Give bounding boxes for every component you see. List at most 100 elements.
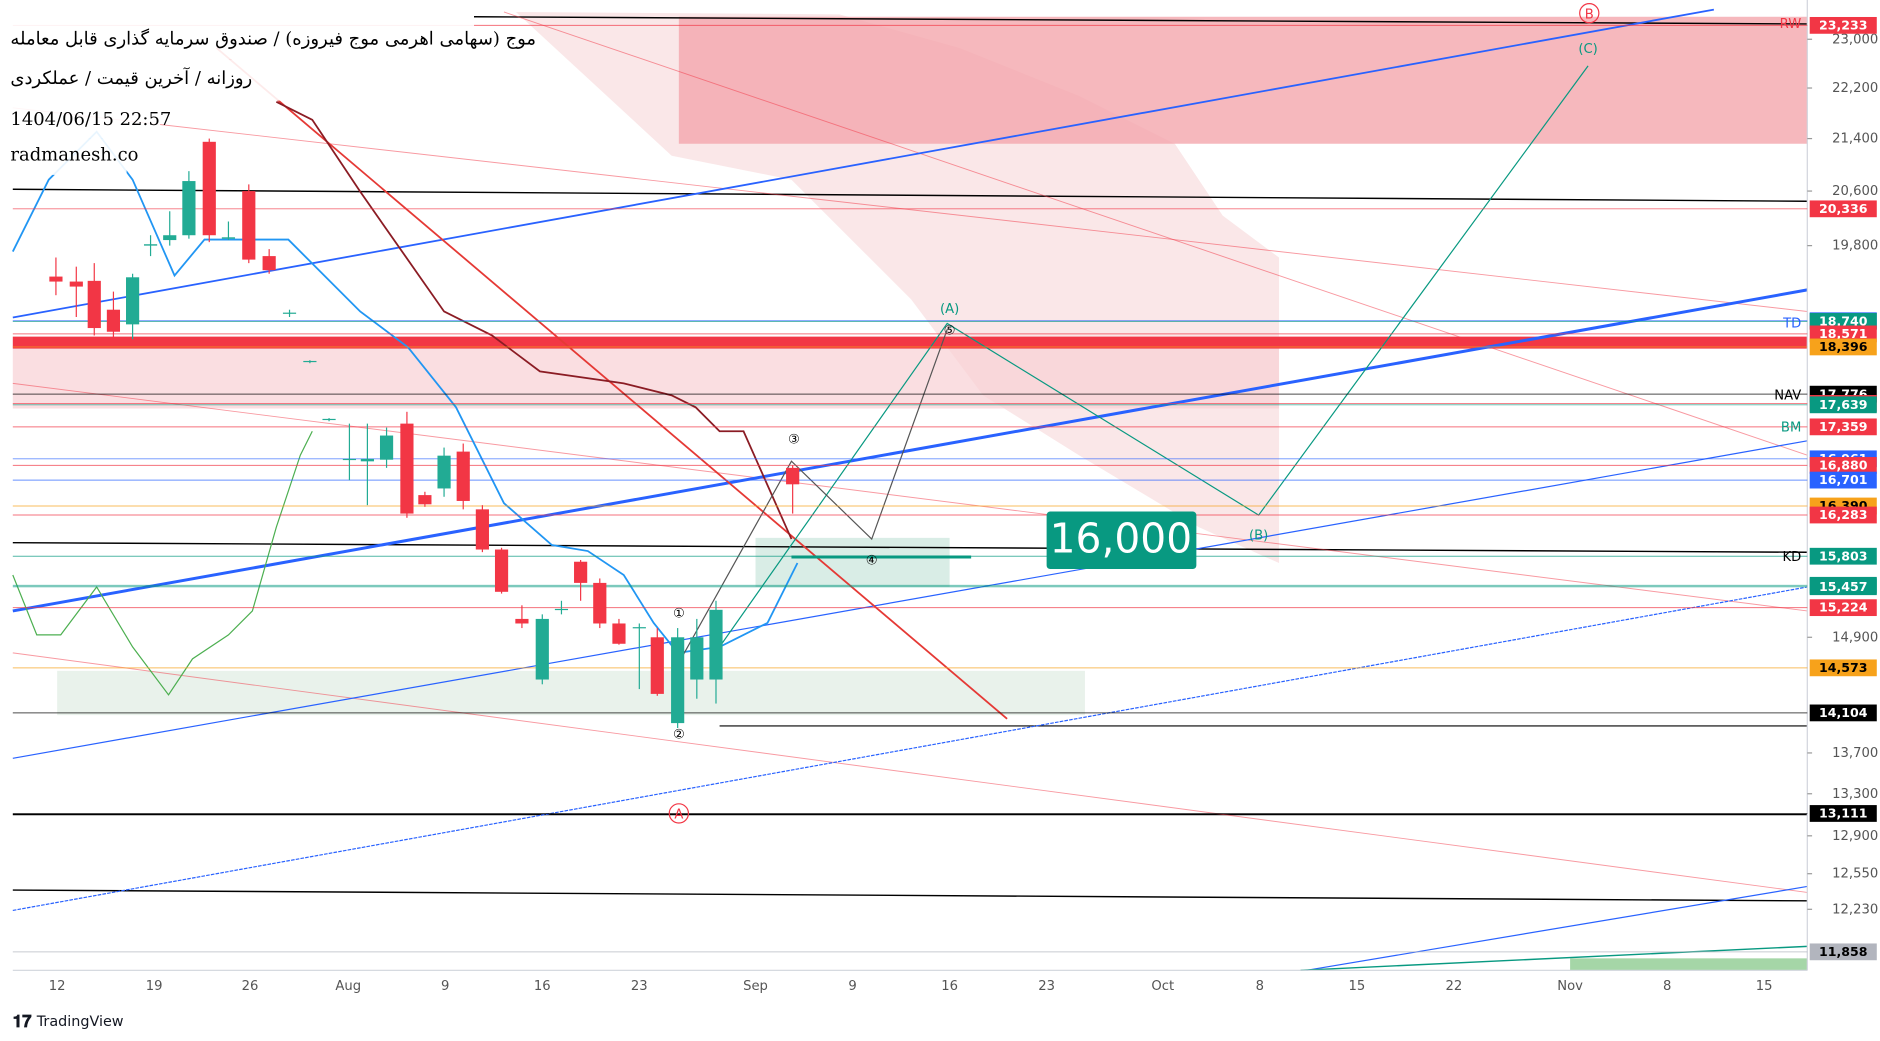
price-label-box: [1809, 457, 1877, 474]
header: موج (سهامی اهرمی موج فیروزه) / صندوق سرم…: [6, 19, 536, 175]
price-label: 20,336: [1819, 201, 1868, 216]
wave-label: ③: [788, 433, 800, 448]
trend-line: [12, 288, 1808, 613]
x-tick-label: 26: [242, 979, 259, 994]
title: موج (سهامی اهرمی موج فیروزه) / صندوق سرم…: [10, 28, 536, 50]
candle-body: [612, 623, 626, 644]
candle-body: [671, 637, 685, 724]
candle-body: [418, 495, 432, 505]
price-label: 15,224: [1819, 600, 1868, 615]
level-tag: KD: [1783, 550, 1802, 565]
candle-body: [143, 244, 158, 246]
price-label-box: [1809, 578, 1877, 596]
candle-body: [282, 312, 297, 314]
x-tick-label: Oct: [1151, 979, 1174, 994]
y-tick-label: 22,200: [1832, 81, 1878, 96]
price-label-box: [1809, 704, 1877, 722]
drawings: [11, 0, 1808, 972]
subtitle: روزانه / آخرین قیمت / عملکردی: [10, 67, 252, 89]
trend-line: [12, 382, 1808, 612]
candle-body: [709, 609, 723, 680]
x-tick-label: 23: [1038, 979, 1055, 994]
header-bg: [6, 138, 127, 175]
price-label: 16,701: [1819, 472, 1867, 487]
candle-body: [221, 237, 236, 239]
x-tick-label: 9: [848, 979, 856, 994]
price-label: 18,396: [1819, 339, 1868, 354]
wave-label: A: [674, 808, 683, 823]
price-label: 11,858: [1819, 944, 1867, 959]
candle-body: [163, 235, 177, 241]
candle-body: [126, 277, 140, 325]
wave-label: (A): [940, 302, 959, 317]
zone: [755, 537, 950, 587]
y-tick-label: 12,230: [1832, 902, 1878, 917]
x-tick-label: Nov: [1557, 979, 1583, 994]
candle-body: [574, 561, 588, 583]
trend-line: [12, 188, 1808, 202]
wave-label: ①: [673, 606, 685, 621]
candle-body: [494, 549, 509, 592]
candle-body: [475, 509, 489, 550]
price-label-box: [1809, 16, 1877, 34]
x-tick-label: 8: [1663, 979, 1671, 994]
y-tick-label: 21,400: [1832, 132, 1878, 147]
zone: [12, 348, 1280, 409]
price-label-box: [1809, 325, 1877, 343]
x-tick-label: 22: [1446, 979, 1463, 994]
price-label: 14,104: [1819, 705, 1868, 720]
x-tick-label: 8: [1256, 979, 1264, 994]
trend-line: [12, 652, 1808, 893]
cloud: [515, 11, 1280, 564]
x-tick-label: 12: [49, 979, 66, 994]
trend-line: [12, 8, 1715, 319]
x-tick-label: 15: [1349, 979, 1366, 994]
y-tick-label: 12,900: [1832, 829, 1878, 844]
wave-label: ④: [866, 554, 878, 569]
zone: [12, 336, 1808, 349]
y-tick-label: 13,300: [1832, 787, 1878, 802]
header-bg: [6, 100, 161, 139]
trend-line: [1300, 945, 1808, 972]
candle-body: [400, 423, 414, 514]
y-tick-label: 23,000: [1832, 32, 1878, 47]
price-label-box: [1809, 471, 1877, 489]
y-tick-label: 19,800: [1832, 239, 1878, 254]
price-label: 16,880: [1819, 458, 1868, 473]
trend-line: [474, 16, 1808, 25]
x-tick-label: 19: [146, 979, 163, 994]
timestamp: 1404/06/15 22:57: [10, 109, 171, 130]
trend-line: [12, 586, 1808, 912]
x-tick-label: 15: [1756, 979, 1773, 994]
x-tick-label: 9: [441, 979, 449, 994]
callout-box: [1046, 511, 1197, 570]
candle-body: [242, 191, 256, 260]
trend-line: [1306, 885, 1808, 971]
x-tick-label: 16: [534, 979, 551, 994]
lagging-line: [12, 430, 313, 696]
x-tick-label: Aug: [335, 979, 361, 994]
trend-line: [215, 47, 1008, 720]
candle-body: [262, 256, 276, 271]
candle-body: [49, 276, 63, 282]
price-label: 17,639: [1819, 397, 1867, 412]
candle-body: [202, 141, 216, 236]
annotations: ① ② ③ ④ ⑤ (A) (B) (C) A B RW TD NAV BM K…: [668, 2, 1802, 824]
x-tick-label: 23: [631, 979, 648, 994]
y-tick-label: 13,700: [1832, 746, 1878, 761]
level-tag: BM: [1781, 421, 1801, 436]
header-bg: [6, 59, 280, 101]
footer: 𝟏𝟕 TradingView: [13, 1011, 124, 1031]
moving-average: [275, 101, 793, 540]
price-label-box: [1809, 659, 1877, 677]
price-label: 15,457: [1819, 579, 1867, 594]
price-label: 18,740: [1819, 314, 1868, 329]
price-label: 17,359: [1819, 419, 1867, 434]
candle-body: [437, 455, 451, 489]
x-tick-label: 16: [941, 979, 958, 994]
branding: TradingView: [36, 1014, 124, 1030]
trend-line: [12, 541, 1808, 553]
price-label: 23,233: [1819, 17, 1867, 32]
wave-circle: [1579, 2, 1600, 24]
